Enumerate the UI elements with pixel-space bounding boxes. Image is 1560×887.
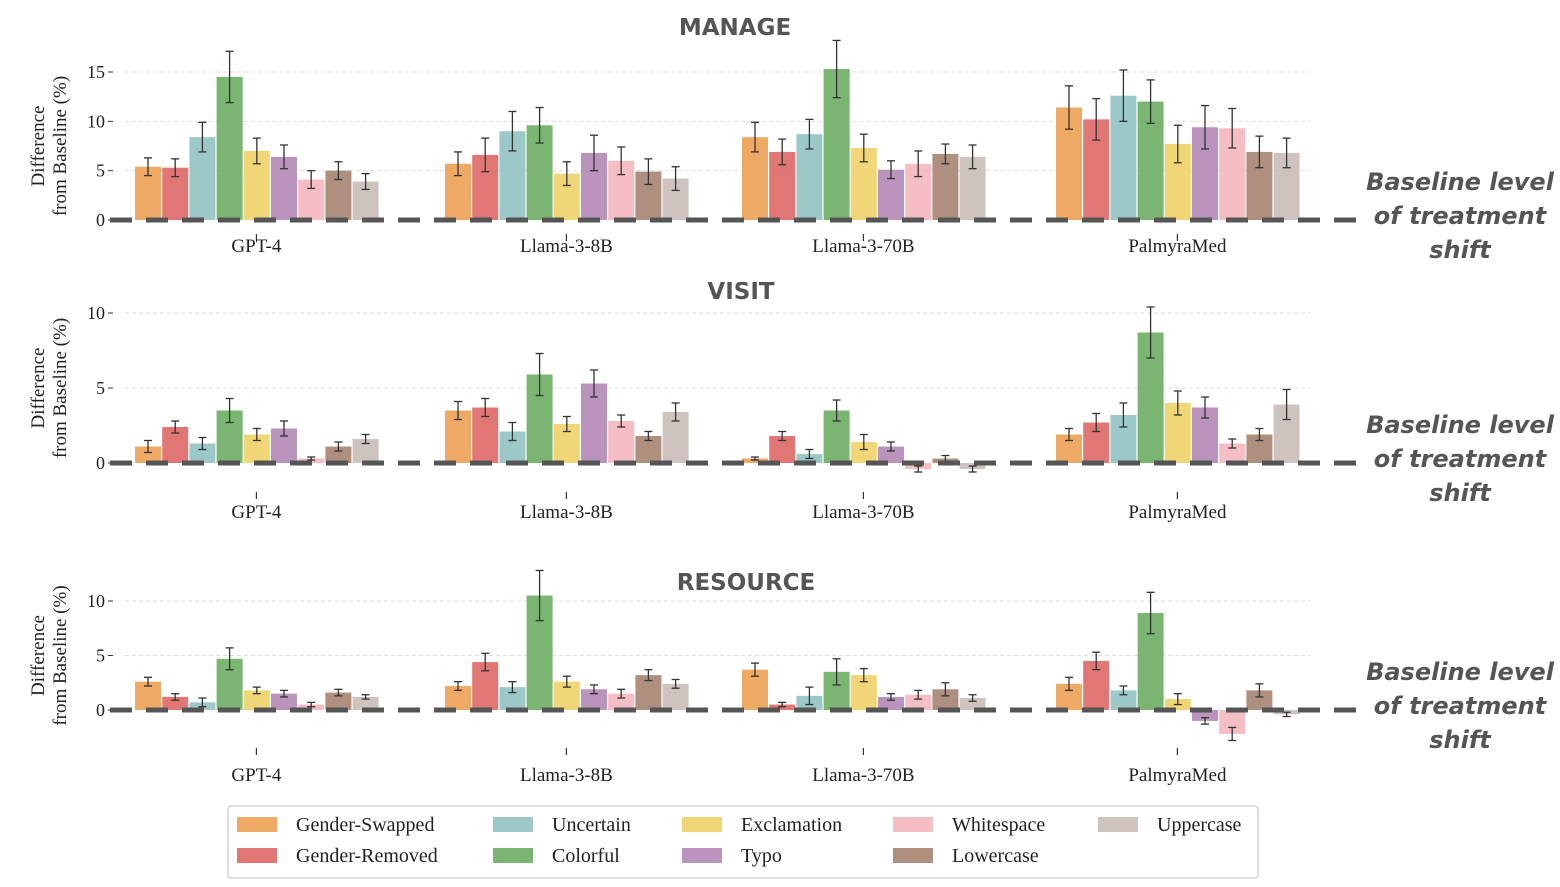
baseline-annotation-line: shift: [1429, 479, 1492, 507]
baseline-annotation-line: shift: [1429, 726, 1492, 754]
legend-label: Uppercase: [1157, 814, 1242, 836]
bar-whitespace: [905, 694, 932, 710]
bar-typo: [581, 689, 607, 710]
bar-uppercase: [352, 696, 379, 710]
y-tick-label: 0: [96, 700, 105, 720]
y-tick-label: 5: [96, 161, 105, 181]
y-tick-label: 0: [96, 453, 105, 473]
baseline-annotation: Baseline level of treatment shift: [1366, 168, 1555, 264]
y-tick-label: 5: [96, 646, 105, 666]
bar-lowercase: [932, 153, 959, 220]
y-tick-label: 5: [96, 378, 105, 398]
legend-label: Whitespace: [952, 814, 1045, 836]
legend-swatch: [237, 817, 277, 832]
x-tick-label: Llama-3-70B: [812, 236, 914, 257]
y-tick-label: 10: [87, 591, 105, 611]
legend-swatch: [237, 848, 277, 863]
panel-title: VISIT: [707, 279, 774, 305]
bar-whitespace: [608, 421, 635, 463]
x-tick-label: GPT-4: [231, 236, 281, 257]
x-tick-label: PalmyraMed: [1128, 502, 1227, 523]
bar-lowercase: [932, 689, 959, 710]
bar-exclamation: [243, 690, 270, 710]
bar-typo: [271, 693, 297, 710]
legend: Gender-Swapped Uncertain Exclamation Whites…: [227, 805, 1259, 879]
y-axis-label-line: Difference: [28, 106, 49, 187]
legend-box: [227, 805, 1259, 879]
bar-uncertain: [499, 687, 526, 710]
y-axis-label-line: from Baseline (%): [50, 318, 71, 458]
legend-label: Exclamation: [741, 814, 842, 836]
baseline-annotation-line: of treatment: [1374, 445, 1548, 473]
bar-gender-swapped: [135, 446, 161, 463]
x-tick-label: Llama-3-8B: [520, 765, 613, 786]
legend-label: Typo: [741, 845, 782, 867]
legend-swatch: [1098, 817, 1138, 832]
baseline-annotation: Baseline level of treatment shift: [1366, 658, 1555, 754]
baseline-annotation: Baseline level of treatment shift: [1366, 411, 1555, 507]
x-tick-label: Llama-3-70B: [812, 502, 914, 523]
x-tick-label: Llama-3-70B: [812, 765, 914, 786]
chart-panel-visit: 0 5 10 Differencefrom Baseline (%) VISIT GPT-…: [28, 279, 1555, 523]
bar-uppercase: [959, 698, 986, 710]
legend-label: Gender-Swapped: [296, 814, 434, 836]
legend-swatch: [493, 848, 533, 863]
y-axis-label-line: from Baseline (%): [50, 585, 71, 725]
x-tick-label: PalmyraMed: [1128, 765, 1227, 786]
bar-lowercase: [325, 692, 352, 710]
y-axis-label: Differencefrom Baseline (%): [28, 318, 71, 458]
bar-whitespace: [1219, 710, 1246, 734]
legend-label: Colorful: [552, 845, 620, 867]
bar-typo: [878, 446, 904, 463]
x-tick-label: PalmyraMed: [1128, 236, 1227, 257]
chart-panel-resource: 0 5 10 Differencefrom Baseline (%) RESOURCE G…: [28, 569, 1555, 786]
baseline-annotation-line: of treatment: [1374, 692, 1548, 720]
y-tick-label: 10: [87, 111, 105, 131]
x-tick-label: GPT-4: [231, 502, 281, 523]
baseline-annotation-line: shift: [1429, 236, 1492, 264]
x-tick-label: Llama-3-8B: [520, 502, 613, 523]
bar-gender-swapped: [742, 458, 768, 463]
legend-swatch: [493, 817, 533, 832]
baseline-annotation-line: Baseline level: [1366, 168, 1555, 196]
baseline-annotation-line: Baseline level: [1366, 411, 1555, 439]
y-axis-label-line: Difference: [28, 348, 49, 429]
y-axis-label: Differencefrom Baseline (%): [28, 76, 71, 216]
baseline-annotation-line: Baseline level: [1366, 658, 1555, 686]
bar-gender-swapped: [445, 686, 471, 710]
bar-gender-removed: [162, 696, 189, 710]
x-tick-label: GPT-4: [231, 765, 281, 786]
chart-panel-manage: 0 5 10 15 Differencefrom Baseline (%) MANAGE G…: [28, 15, 1555, 264]
legend-swatch: [682, 848, 722, 863]
legend-swatch: [893, 817, 933, 832]
y-tick-label: 15: [87, 62, 105, 82]
bar-uncertain: [189, 443, 216, 463]
legend-label: Lowercase: [952, 845, 1039, 867]
bar-whitespace: [1219, 443, 1246, 463]
y-axis-label: Differencefrom Baseline (%): [28, 585, 71, 725]
bar-exclamation: [850, 442, 877, 463]
panel-title: RESOURCE: [677, 570, 816, 596]
y-axis-label-line: Difference: [28, 615, 49, 696]
panel-title: MANAGE: [679, 15, 791, 41]
bar-whitespace: [608, 693, 635, 710]
bar-lowercase: [1246, 690, 1273, 710]
bar-typo: [1192, 710, 1218, 721]
bar-typo: [878, 696, 904, 710]
bar-uncertain: [1110, 690, 1137, 710]
y-tick-label: 10: [87, 303, 105, 323]
legend-swatch: [893, 848, 933, 863]
y-axis-label-line: from Baseline (%): [50, 76, 71, 216]
bar-lowercase: [325, 446, 352, 463]
x-tick-label: Llama-3-8B: [520, 236, 613, 257]
baseline-annotation-line: of treatment: [1374, 202, 1548, 230]
y-tick-label: 0: [96, 210, 105, 230]
legend-swatch: [682, 817, 722, 832]
legend-label: Gender-Removed: [296, 845, 438, 867]
legend-label: Uncertain: [552, 814, 631, 836]
